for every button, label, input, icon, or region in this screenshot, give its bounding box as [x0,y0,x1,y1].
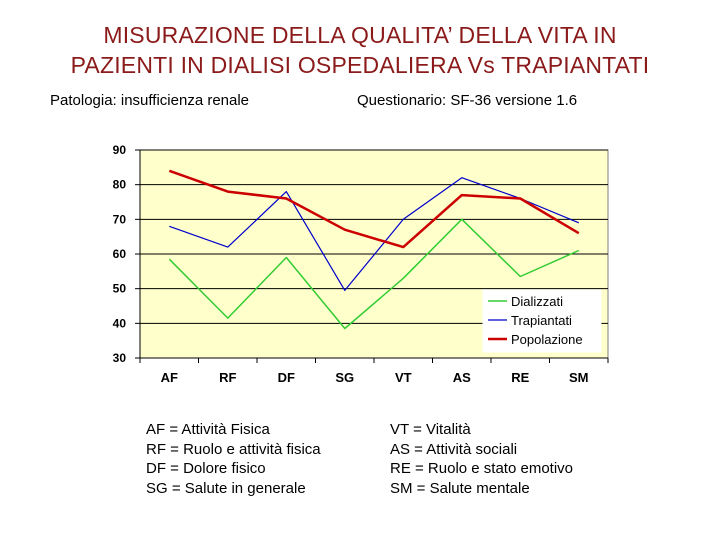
x-tick-label-sm: SM [569,370,589,385]
abbr-df: DF = Dolore fisico [146,460,266,477]
y-tick-label: 50 [113,282,127,296]
series-line-trapiantati [169,177,580,291]
y-tick-label: 90 [113,143,127,157]
x-tick-label-vt: VT [395,370,412,385]
x-tick-label-rf: RF [219,370,236,385]
x-tick-label-sg: SG [335,370,354,385]
abbr-as: AS = Attività sociali [390,440,518,458]
abbr-sg: SG = Salute in generale [146,479,306,497]
legend-label-popolazione: Popolazione [511,332,583,347]
y-tick-label: 30 [113,351,127,365]
abbr-af: AF = Attività Fisica [146,421,270,438]
legend-label-dializzati: Dializzati [511,294,563,309]
abbreviations-right: VT = Vitalità AS = Attività sociali RE =… [390,420,573,498]
title-line-1: MISURAZIONE DELLA QUALITA’ DELLA VITA IN [103,22,617,48]
abbr-vt: VT = Vitalità [390,421,471,438]
x-tick-label-re: RE [511,370,529,385]
series-line-popolazione [168,169,580,249]
x-tick-label-af: AF [161,370,178,385]
legend-label-trapiantati: Trapiantati [511,313,572,328]
abbr-re: RE = Ruolo e stato emotivo [390,460,574,477]
subtitle-questionnaire: Questionario: SF-36 versione 1.6 [357,92,578,109]
y-tick-label: 70 [113,212,127,226]
y-tick-label: 40 [113,316,127,330]
x-tick-label-as: AS [453,370,471,385]
slide-title: MISURAZIONE DELLA QUALITA’ DELLA VITA IN… [0,20,720,80]
abbreviations-left: AF = Attività Fisica RF = Ruolo e attivi… [146,420,321,498]
y-tick-label: 60 [113,247,127,261]
abbr-rf: RF = Ruolo e attività fisica [146,440,321,458]
series-line-dializzati [168,218,580,330]
subtitle-pathology: Patologia: insufficienza renale [50,92,250,109]
title-line-2: PAZIENTI IN DIALISI OSPEDALIERA Vs TRAPI… [70,52,650,78]
x-tick-label-df: DF [278,370,295,385]
y-tick-label: 80 [113,178,127,192]
abbr-sm: SM = Salute mentale [390,479,530,497]
